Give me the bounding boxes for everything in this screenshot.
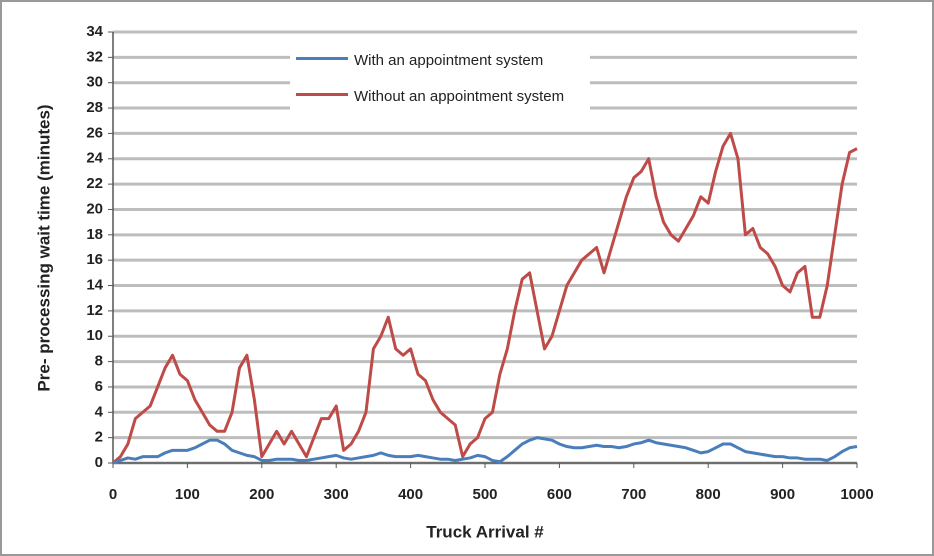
y-tick-label: 2 [95, 429, 103, 446]
y-tick-label: 14 [86, 276, 103, 293]
y-tick-label: 24 [86, 150, 103, 167]
x-tick-label: 1000 [840, 486, 873, 503]
y-tick-label: 8 [95, 353, 103, 370]
legend-label: With an appointment system [354, 52, 544, 69]
x-tick-label: 700 [621, 486, 646, 503]
y-tick-label: 16 [86, 251, 103, 268]
x-tick-label: 600 [547, 486, 572, 503]
legend-swatch [296, 57, 348, 60]
x-tick-label: 800 [696, 486, 721, 503]
x-axis-label: Truck Arrival # [426, 522, 544, 541]
x-tick-label: 900 [770, 486, 795, 503]
y-tick-label: 12 [86, 302, 103, 319]
y-tick-label: 30 [86, 74, 103, 91]
x-tick-label: 500 [472, 486, 497, 503]
legend-label: Without an appointment system [354, 88, 565, 105]
legend: With an appointment system Without an app… [290, 38, 590, 124]
y-tick-label: 0 [95, 454, 103, 471]
y-tick-label: 4 [95, 403, 104, 420]
y-tick-label: 10 [86, 327, 103, 344]
line-series [112, 436, 858, 465]
y-tick-label: 34 [86, 23, 103, 40]
y-tick-label: 20 [86, 200, 103, 217]
legend-item: With an appointment system [290, 48, 590, 74]
x-tick-label: 400 [398, 486, 423, 503]
y-tick-label: 22 [86, 175, 103, 192]
y-tick-label: 28 [86, 99, 103, 116]
x-tick-label: 300 [324, 486, 349, 503]
x-tick-label: 100 [175, 486, 200, 503]
legend-item: Without an appointment system [290, 84, 590, 110]
x-tick-label: 200 [249, 486, 274, 503]
x-tick-label: 0 [109, 486, 117, 503]
y-axis-label: Pre- processing wait time (minutes) [34, 104, 53, 391]
legend-swatch [296, 93, 348, 96]
y-tick-label: 6 [95, 378, 103, 395]
line-series [112, 131, 858, 465]
y-tick-label: 18 [86, 226, 103, 243]
y-tick-label: 26 [86, 124, 103, 141]
y-tick-label: 32 [86, 48, 103, 65]
